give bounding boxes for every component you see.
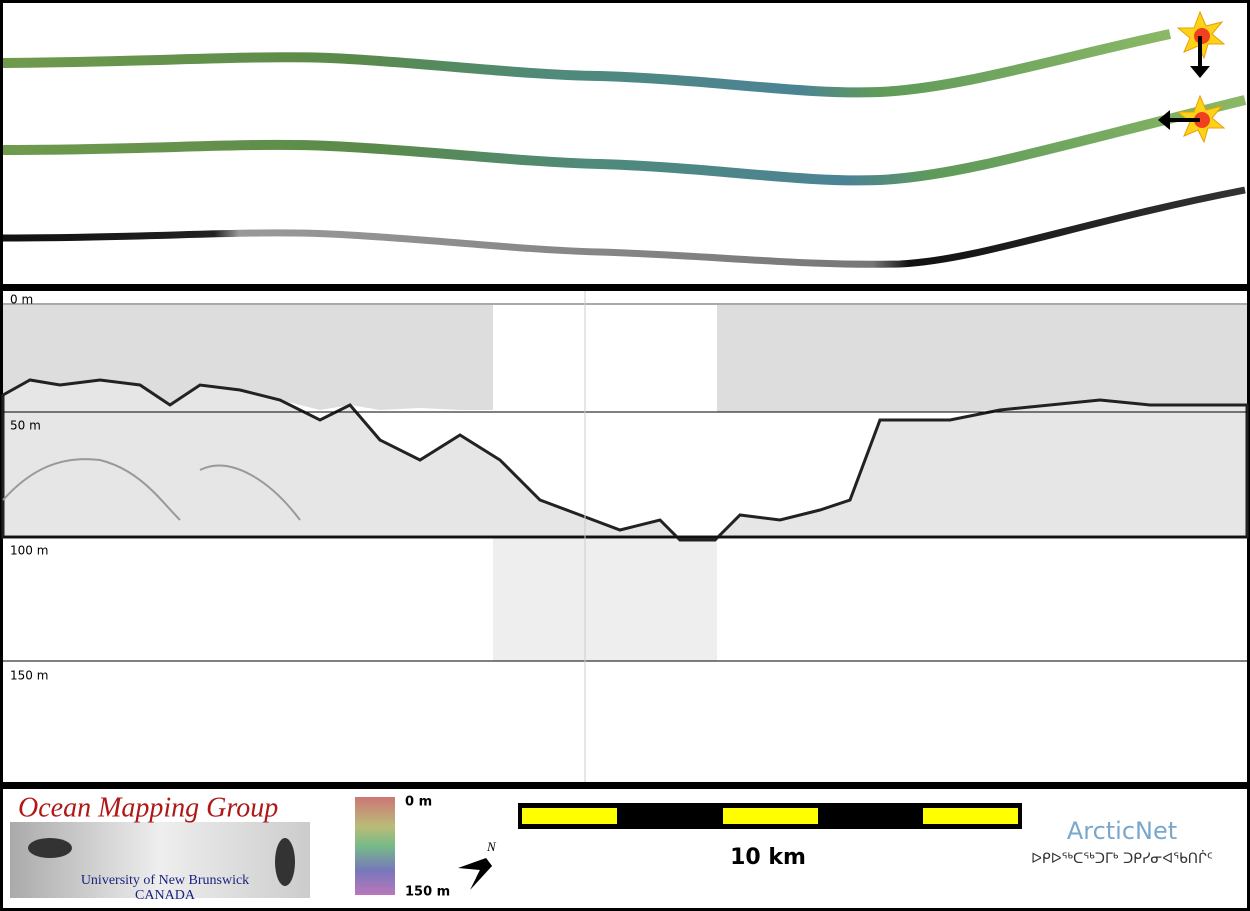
sun-icon [1176, 10, 1226, 78]
compass-label: N [486, 839, 497, 854]
compass [458, 858, 492, 890]
logo-title: Ocean Mapping Group [18, 792, 278, 823]
sun-icon [1158, 94, 1226, 144]
logo-image [10, 822, 310, 898]
depth-label: 50 m [10, 419, 41, 433]
color-bar-label: 0 m [405, 795, 432, 810]
scale-label: 10 km [730, 845, 806, 870]
scale-segment [923, 808, 1018, 824]
sidescan-strip [2, 186, 1246, 268]
depth-label: 150 m [10, 669, 48, 683]
logo-country: CANADA [135, 888, 196, 903]
seafloor [1, 378, 1249, 542]
color-bar-label: 150 m [405, 885, 450, 900]
depth-label: 0 m [10, 293, 33, 307]
partner-name: ArcticNet [1067, 817, 1177, 845]
scale-segment [522, 808, 617, 824]
bathymetry-strip [2, 95, 1247, 186]
backscatter-strip [2, 29, 1172, 98]
partner-syllabics: ᐅᑭᐅᖅᑕᖅᑐᒥᒃ ᑐᑭᓯᓂᐊᖃᑎᒌᑦ [1031, 850, 1213, 867]
logo-shape [275, 838, 295, 886]
sub-bottom-reflector [2, 458, 301, 521]
depth-label: 100 m [10, 544, 48, 558]
water-column [717, 305, 1247, 412]
logo-shape [28, 838, 72, 858]
color-bar [355, 797, 395, 895]
water-column [3, 305, 493, 410]
logo-university: University of New Brunswick [81, 873, 249, 888]
sub-bottom [493, 537, 717, 661]
scale-segment [723, 808, 818, 824]
